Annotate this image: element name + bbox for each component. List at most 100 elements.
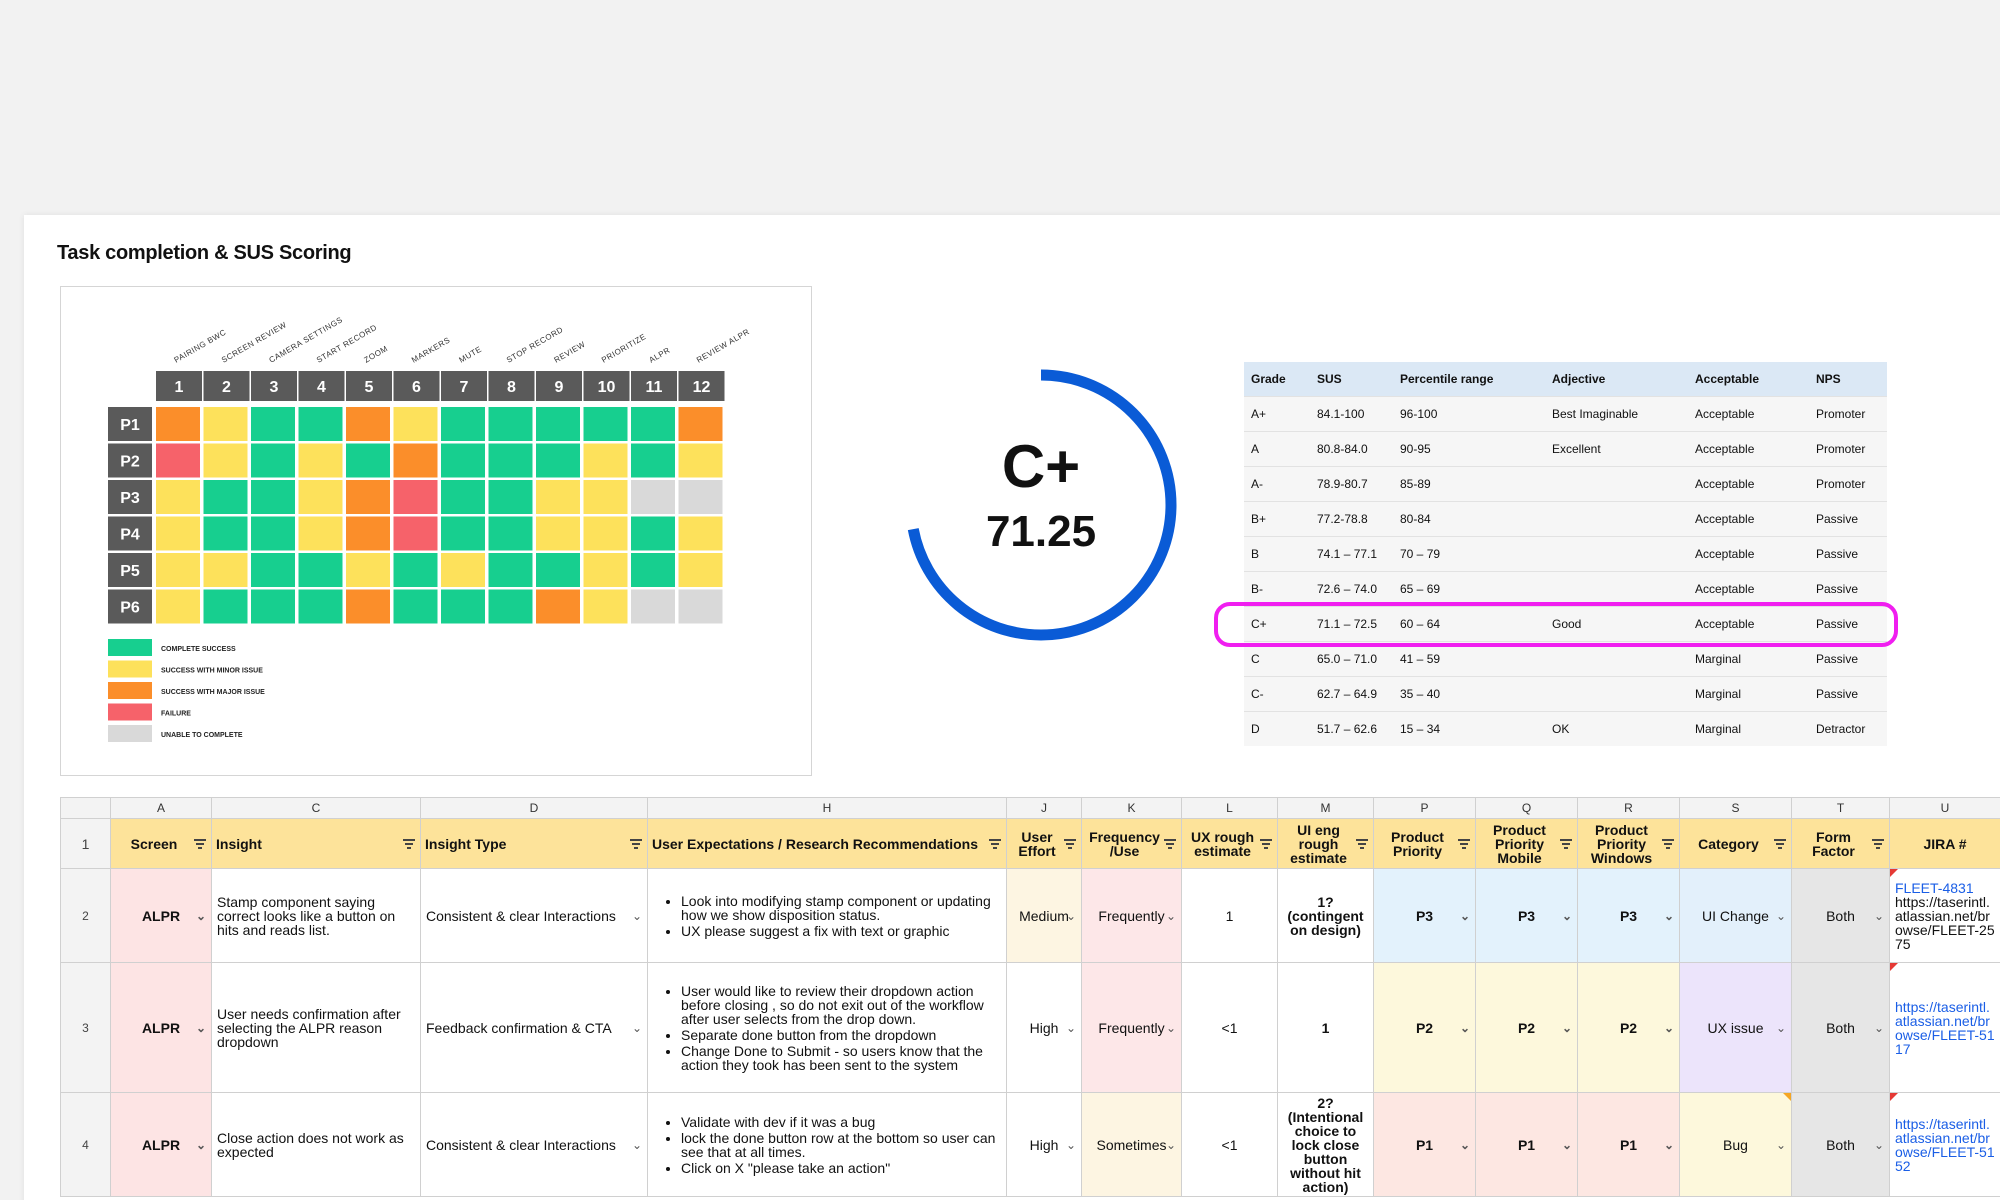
frequency-cell[interactable]: Sometimes ⌄: [1081, 1092, 1182, 1197]
chevron-down-icon[interactable]: ⌄: [631, 1020, 642, 1035]
column-letter-t[interactable]: T: [1791, 797, 1890, 819]
insight-type-cell[interactable]: Consistent & clear Interactions ⌄: [420, 1092, 648, 1197]
frequency-cell[interactable]: Frequently ⌄: [1081, 962, 1182, 1093]
filter-icon[interactable]: [630, 838, 642, 849]
priority-windows-cell[interactable]: P1 ⌄: [1577, 1092, 1680, 1197]
insight-type-cell[interactable]: Feedback confirmation & CTA ⌄: [420, 962, 648, 1093]
chevron-down-icon[interactable]: ⌄: [1775, 1020, 1786, 1035]
chevron-down-icon[interactable]: ⌄: [631, 908, 642, 923]
filter-icon[interactable]: [1872, 838, 1884, 849]
insight-cell[interactable]: Stamp component saying correct looks lik…: [211, 868, 421, 963]
chevron-down-icon[interactable]: ⌄: [1775, 908, 1786, 923]
column-letter-l[interactable]: L: [1181, 797, 1278, 819]
filter-icon[interactable]: [1064, 838, 1076, 849]
column-letter-k[interactable]: K: [1081, 797, 1182, 819]
priority-mobile-cell[interactable]: P1 ⌄: [1475, 1092, 1578, 1197]
category-cell[interactable]: Bug ⌄: [1679, 1092, 1792, 1197]
chevron-down-icon[interactable]: ⌄: [1165, 908, 1176, 923]
chevron-down-icon[interactable]: ⌄: [1873, 1137, 1884, 1152]
ux-estimate-cell[interactable]: 1: [1181, 868, 1278, 963]
note-indicator[interactable]: [1890, 963, 1898, 971]
ux-estimate-cell[interactable]: <1: [1181, 962, 1278, 1093]
chevron-down-icon[interactable]: ⌄: [1459, 1020, 1470, 1035]
note-indicator[interactable]: [1890, 1093, 1898, 1101]
screen-cell[interactable]: ALPR ⌄: [110, 868, 212, 963]
header-cell[interactable]: UI eng rough estimate: [1277, 818, 1374, 869]
header-cell[interactable]: JIRA #: [1889, 818, 2000, 869]
filter-icon[interactable]: [989, 838, 1001, 849]
frequency-cell[interactable]: Frequently ⌄: [1081, 868, 1182, 963]
product-priority-cell[interactable]: P2 ⌄: [1373, 962, 1476, 1093]
category-cell[interactable]: UX issue ⌄: [1679, 962, 1792, 1093]
header-cell[interactable]: Insight Type: [420, 818, 648, 869]
column-letter-u[interactable]: U: [1889, 797, 2000, 819]
note-indicator[interactable]: [1890, 869, 1898, 877]
filter-icon[interactable]: [1662, 838, 1674, 849]
column-letter-q[interactable]: Q: [1475, 797, 1578, 819]
filter-icon[interactable]: [194, 838, 206, 849]
priority-mobile-cell[interactable]: P3 ⌄: [1475, 868, 1578, 963]
ui-estimate-cell[interactable]: 1: [1277, 962, 1374, 1093]
chevron-down-icon[interactable]: ⌄: [1873, 1020, 1884, 1035]
chevron-down-icon[interactable]: ⌄: [1459, 908, 1470, 923]
column-letter-c[interactable]: C: [211, 797, 421, 819]
chevron-down-icon[interactable]: ⌄: [195, 1137, 206, 1152]
column-letter-p[interactable]: P: [1373, 797, 1476, 819]
column-letter-j[interactable]: J: [1006, 797, 1082, 819]
form-factor-cell[interactable]: Both ⌄: [1791, 962, 1890, 1093]
chevron-down-icon[interactable]: ⌄: [1065, 1137, 1076, 1152]
column-letter-d[interactable]: D: [420, 797, 648, 819]
column-letter-m[interactable]: M: [1277, 797, 1374, 819]
header-cell[interactable]: Product Priority: [1373, 818, 1476, 869]
jira-cell[interactable]: https://taserintl.atlassian.net/browse/F…: [1889, 1092, 2000, 1197]
chevron-down-icon[interactable]: ⌄: [1561, 1020, 1572, 1035]
header-cell[interactable]: Category: [1679, 818, 1792, 869]
chevron-down-icon[interactable]: ⌄: [1663, 1020, 1674, 1035]
chevron-down-icon[interactable]: ⌄: [631, 1137, 642, 1152]
priority-mobile-cell[interactable]: P2 ⌄: [1475, 962, 1578, 1093]
ui-estimate-cell[interactable]: 2? (Intentional choice to lock close but…: [1277, 1092, 1374, 1197]
chevron-down-icon[interactable]: ⌄: [195, 908, 206, 923]
chevron-down-icon[interactable]: ⌄: [1459, 1137, 1470, 1152]
jira-cell[interactable]: FLEET-4831 https://taserintl.atlassian.ne…: [1889, 868, 2000, 963]
header-cell[interactable]: User Effort: [1006, 818, 1082, 869]
chevron-down-icon[interactable]: ⌄: [1561, 908, 1572, 923]
header-cell[interactable]: Insight: [211, 818, 421, 869]
comment-indicator[interactable]: [1783, 1093, 1791, 1101]
form-factor-cell[interactable]: Both ⌄: [1791, 1092, 1890, 1197]
jira-cell[interactable]: https://taserintl.atlassian.net/browse/F…: [1889, 962, 2000, 1093]
chevron-down-icon[interactable]: ⌄: [1663, 1137, 1674, 1152]
row-number[interactable]: 2: [60, 868, 111, 963]
filter-icon[interactable]: [1458, 838, 1470, 849]
recommendations-cell[interactable]: Validate with dev if it was a bug lock th…: [647, 1092, 1007, 1197]
row-number[interactable]: 4: [60, 1092, 111, 1197]
chevron-down-icon[interactable]: ⌄: [1663, 908, 1674, 923]
product-priority-cell[interactable]: P1 ⌄: [1373, 1092, 1476, 1197]
column-letter-r[interactable]: R: [1577, 797, 1680, 819]
chevron-down-icon[interactable]: ⌄: [1165, 1137, 1176, 1152]
ui-estimate-cell[interactable]: 1? (contingent on design): [1277, 868, 1374, 963]
jira-link[interactable]: FLEET-4831: [1895, 879, 1974, 896]
header-cell[interactable]: Product Priority Mobile: [1475, 818, 1578, 869]
recommendations-cell[interactable]: Look into modifying stamp component or u…: [647, 868, 1007, 963]
chevron-down-icon[interactable]: ⌄: [1873, 908, 1884, 923]
jira-link[interactable]: https://taserintl.atlassian.net/browse/F…: [1895, 893, 1995, 952]
select-all-corner[interactable]: [60, 797, 111, 819]
chevron-down-icon[interactable]: ⌄: [1065, 1020, 1076, 1035]
header-cell[interactable]: UX rough estimate: [1181, 818, 1278, 869]
chevron-down-icon[interactable]: ⌄: [195, 1020, 206, 1035]
header-cell[interactable]: Form Factor: [1791, 818, 1890, 869]
category-cell[interactable]: UI Change ⌄: [1679, 868, 1792, 963]
jira-link[interactable]: https://taserintl.atlassian.net/browse/F…: [1895, 1115, 1995, 1174]
product-priority-cell[interactable]: P3 ⌄: [1373, 868, 1476, 963]
filter-icon[interactable]: [1164, 838, 1176, 849]
chevron-down-icon[interactable]: ⌄: [1165, 1020, 1176, 1035]
screen-cell[interactable]: ALPR ⌄: [110, 962, 212, 1093]
jira-link[interactable]: https://taserintl.atlassian.net/browse/F…: [1895, 998, 1995, 1057]
insight-cell[interactable]: Close action does not work as expected: [211, 1092, 421, 1197]
column-letter-s[interactable]: S: [1679, 797, 1792, 819]
row-number[interactable]: 3: [60, 962, 111, 1093]
filter-icon[interactable]: [1774, 838, 1786, 849]
filter-icon[interactable]: [1260, 838, 1272, 849]
priority-windows-cell[interactable]: P3 ⌄: [1577, 868, 1680, 963]
